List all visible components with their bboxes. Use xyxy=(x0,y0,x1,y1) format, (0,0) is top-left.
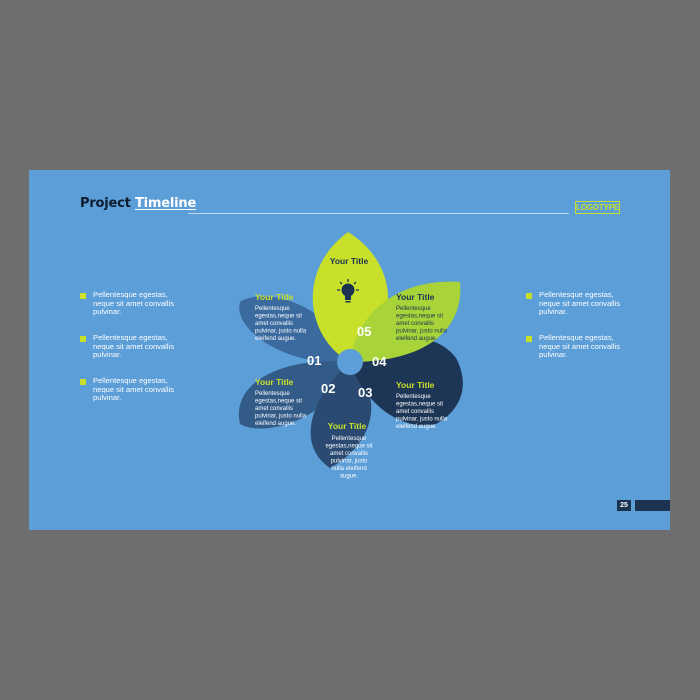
petal-03-body-line: pulvinar, justo xyxy=(331,459,368,465)
bullet-square-icon xyxy=(526,336,532,342)
petal-03-body: Pellentesque egestas,neque sit amet conv… xyxy=(325,436,372,480)
petal-04-body-line: egestas,neque sit xyxy=(396,402,443,408)
petal-04-body-line: pulvinar, justo nulla xyxy=(396,417,448,423)
page-title: Project Timeline xyxy=(80,196,196,211)
bullet-text: Pellentesque egestas, neque sit amet con… xyxy=(93,376,175,402)
petal-01-body-line: eleifend augue. xyxy=(255,336,296,342)
list-item: Pellentesque egestas, neque sit amet con… xyxy=(526,290,636,334)
petal-03-body-line: augue. xyxy=(340,474,359,480)
list-item: Pellentesque egestas, neque sit amet con… xyxy=(80,290,190,334)
petal-04-body-line: Pellentesque xyxy=(396,394,431,400)
petal-03-body-line: egestas,neque sit xyxy=(325,444,372,450)
petal-04-body-line: eleifend augue. xyxy=(396,424,437,430)
logo: LOGOTYPE xyxy=(575,201,620,214)
title-divider xyxy=(188,213,569,214)
petal-01-number: 01 xyxy=(307,353,321,368)
bullet-text: Pellentesque egestas, neque sit amet con… xyxy=(539,290,621,316)
petal-05-shape xyxy=(350,281,461,362)
petal-04-body-line: amet convallis xyxy=(396,409,434,415)
petal-05-number: 05 xyxy=(357,324,371,339)
petal-04-title: Your Title xyxy=(396,380,435,390)
petal-02-body-line: egestas,neque sit xyxy=(255,399,302,405)
petal-03-body-line: nulla eleifend xyxy=(331,466,366,472)
bullet-text: Pellentesque egestas, neque sit amet con… xyxy=(93,333,175,359)
petal-03-body-line: amet convallis xyxy=(330,451,368,457)
bullet-square-icon xyxy=(80,293,86,299)
petal-01-body-line: Pellentesque xyxy=(255,306,290,312)
petal-05-title: Your Title xyxy=(396,292,435,302)
petal-02-body-line: pulvinar, justo nulla xyxy=(255,414,307,420)
bullet-square-icon xyxy=(80,379,86,385)
page-number-bar xyxy=(635,500,670,511)
petal-02-body-line: eleifend augue. xyxy=(255,421,296,427)
petal-04-number: 04 xyxy=(372,354,387,369)
petal-02-title: Your Title xyxy=(255,377,294,387)
bullet-text: Pellentesque egestas, neque sit amet con… xyxy=(93,290,175,316)
title-part-1: Project xyxy=(80,196,131,211)
petal-02-number: 02 xyxy=(321,381,335,396)
petal-01-title: Your Title xyxy=(255,292,294,302)
list-item: Pellentesque egestas, neque sit amet con… xyxy=(80,333,190,377)
petal-03-body-line: Pellentesque xyxy=(332,436,367,442)
petal-04-body: Pellentesque egestas,neque sit amet conv… xyxy=(396,394,448,430)
petal-05-body-line: eleifend augue. xyxy=(396,336,437,342)
petal-05-body-line: Pellentesque xyxy=(396,306,431,312)
slide: Project Timeline LOGOTYPE Pellentesque e… xyxy=(29,170,670,530)
bullet-square-icon xyxy=(526,293,532,299)
petal-01-shape xyxy=(239,296,350,363)
petal-01-body: Pellentesque egestas,neque sit amet conv… xyxy=(255,306,307,342)
title-part-2: Timeline xyxy=(135,196,197,211)
lightbulb-icon xyxy=(337,279,359,303)
left-bullet-list: Pellentesque egestas, neque sit amet con… xyxy=(80,290,190,420)
right-bullet-list: Pellentesque egestas, neque sit amet con… xyxy=(526,290,636,377)
petal-05-body: Pellentesque egestas,neque sit amet conv… xyxy=(396,306,448,342)
list-item: Pellentesque egestas, neque sit amet con… xyxy=(526,333,636,377)
petal-03-number: 03 xyxy=(358,385,372,400)
petal-05-body-line: egestas,neque sit xyxy=(396,314,443,320)
bullet-text: Pellentesque egestas, neque sit amet con… xyxy=(539,333,621,359)
petal-02-body: Pellentesque egestas,neque sit amet conv… xyxy=(255,391,307,427)
petal-01-body-line: pulvinar, justo nulla xyxy=(255,329,307,335)
petal-05-body-line: pulvinar, justo nulla xyxy=(396,329,448,335)
petal-05-body-line: amet convallis xyxy=(396,321,434,327)
petal-01-body-line: egestas,neque sit xyxy=(255,314,302,320)
petal-02-shape xyxy=(238,361,350,429)
petal-02-body-line: amet convallis xyxy=(255,406,293,412)
list-item: Pellentesque egestas, neque sit amet con… xyxy=(80,376,190,420)
petal-02-body-line: Pellentesque xyxy=(255,391,290,397)
bullet-square-icon xyxy=(80,336,86,342)
petal-03-title: Your Title xyxy=(328,421,367,431)
petal-01-body-line: amet convallis xyxy=(255,321,293,327)
center-hub xyxy=(337,349,363,375)
petal-top-title: Your Title xyxy=(330,256,369,266)
page-number: 25 xyxy=(617,500,631,511)
petal-03-shape xyxy=(310,362,372,468)
flower-diagram: Your Title Your Title Pellentesque egest… xyxy=(238,232,463,480)
